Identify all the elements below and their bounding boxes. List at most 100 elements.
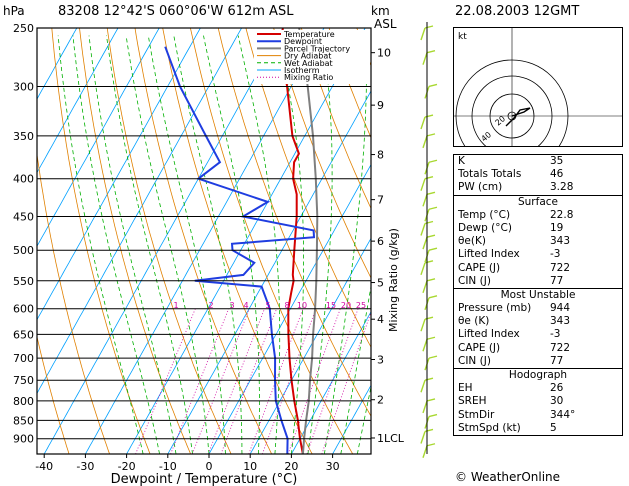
km-tick-label: 6	[377, 235, 384, 248]
km-tick-label: 5	[377, 277, 384, 290]
legend-label: Dewpoint	[284, 37, 322, 46]
index-label: Dewp (°C)	[458, 221, 512, 234]
wind-barb	[420, 116, 426, 130]
index-row: CAPE (J) 722	[454, 342, 622, 355]
index-row: PW (cm) 3.28	[454, 181, 622, 194]
temp-tick-label: -20	[118, 460, 136, 473]
mixing-ratio-label: 20	[341, 301, 351, 310]
dry-adiabat-line	[51, 28, 151, 454]
wind-barb	[428, 295, 438, 299]
index-label: θe(K)	[458, 235, 486, 248]
dry-adiabat-line	[162, 28, 313, 454]
index-label: CAPE (J)	[458, 341, 501, 354]
isotherm-line	[126, 28, 366, 454]
wind-barb	[428, 83, 438, 88]
pressure-tick-label: 650	[13, 328, 34, 341]
temp-tick-label: -40	[35, 460, 53, 473]
dry-adiabat-line	[37, 335, 70, 454]
mixing-ratio-line	[220, 308, 278, 454]
index-row: EH 26	[454, 382, 622, 395]
wet-adiabat-line	[88, 35, 177, 454]
dry-adiabat-line	[79, 28, 191, 454]
index-label: Lifted Index	[458, 328, 520, 341]
isotherm-line	[332, 384, 371, 454]
wet-adiabat-line	[324, 35, 367, 454]
km-tick-label: 4	[377, 313, 384, 326]
mixing-ratio-label: 1	[173, 301, 178, 310]
index-label: K	[458, 155, 465, 167]
index-value: 30	[550, 395, 564, 408]
wind-barb	[426, 398, 436, 402]
index-value: 3.28	[550, 181, 574, 194]
pressure-tick-label: 550	[13, 275, 34, 288]
wind-barb	[420, 27, 426, 41]
temp-tick-label: 20	[284, 460, 298, 473]
wind-barb	[420, 178, 426, 191]
index-row: K 35	[454, 155, 622, 168]
index-row: Dewp (°C) 19	[454, 222, 622, 235]
index-label: SREH	[458, 395, 487, 408]
temp-tick-label: -30	[76, 460, 94, 473]
mixing-ratio-label: 15	[326, 301, 336, 310]
wind-barb	[424, 377, 434, 381]
wind-barb	[426, 443, 436, 447]
x-axis-label: Dewpoint / Temperature (°C)	[111, 472, 298, 486]
wind-barb	[422, 236, 428, 250]
mixing-ratio-line	[306, 308, 359, 454]
wind-barb	[428, 159, 438, 163]
mixing-ratio-label: 2	[208, 301, 213, 310]
wind-barb	[424, 25, 434, 29]
mixing-ratio-label: 3	[229, 301, 234, 310]
dry-adiabat-line	[37, 151, 110, 454]
wind-barb	[420, 318, 426, 332]
km-tick-label: 8	[377, 149, 384, 162]
wind-barb	[426, 133, 436, 137]
km-tick-label: 1LCL	[377, 432, 405, 445]
index-label: CIN (J)	[458, 354, 491, 367]
series-parcel-trajectory	[298, 28, 319, 454]
hodograph-panel: kt 20 40	[453, 27, 623, 173]
series-dewpoint	[164, 46, 316, 454]
wind-barb	[426, 336, 436, 340]
mixing-ratio-label: 5	[265, 301, 270, 310]
wet-adiabat-line	[278, 35, 305, 454]
index-row: Temp (°C) 22.8	[454, 209, 622, 222]
index-value: 77	[550, 274, 564, 287]
wind-barb	[426, 191, 436, 196]
pressure-unit-label: hPa	[3, 4, 25, 18]
index-row: θe(K) 343	[454, 235, 622, 248]
mixing-ratio-axis-label: Mixing Ratio (g/kg)	[387, 228, 400, 332]
index-row: CIN (J) 77	[454, 275, 622, 288]
wind-barb	[422, 135, 428, 149]
wet-adiabat-line	[203, 35, 260, 454]
dry-adiabat-line	[245, 28, 371, 348]
wind-barb	[424, 316, 434, 320]
mixing-ratio-line	[248, 308, 304, 454]
isotherm-line	[37, 28, 242, 395]
wind-barb	[428, 206, 438, 210]
index-label: CIN (J)	[458, 274, 491, 287]
wind-barb	[422, 400, 428, 414]
legend-label: Parcel Trajectory	[284, 44, 350, 53]
index-value: -3	[550, 248, 561, 261]
mixing-ratio-line	[207, 308, 265, 454]
index-label: StmDir	[458, 408, 495, 421]
wind-barb	[428, 355, 438, 359]
temp-tick-label: 0	[206, 460, 213, 473]
wind-barb	[426, 278, 436, 282]
index-label: CAPE (J)	[458, 261, 501, 274]
pressure-tick-label: 400	[13, 173, 34, 186]
dry-adiabat-line	[134, 28, 273, 454]
pressure-tick-label: 750	[13, 374, 34, 387]
legend-label: Isotherm	[284, 66, 320, 75]
indices-table: K 35 Totals Totals 46 PW (cm) 3.28 Surface Te…	[453, 154, 623, 436]
pressure-tick-label: 800	[13, 395, 34, 408]
dry-adiabat-line	[300, 28, 371, 210]
wind-barb	[424, 114, 434, 118]
index-value: 722	[550, 341, 571, 354]
wind-barb	[424, 260, 434, 264]
wind-barb	[420, 262, 426, 276]
wind-barb	[420, 223, 426, 236]
